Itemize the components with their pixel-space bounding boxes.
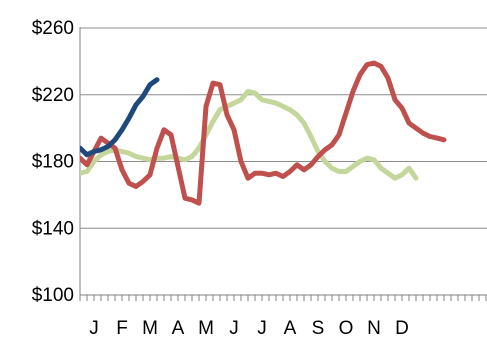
x-tick-label: D xyxy=(395,318,409,339)
x-tick-label: F xyxy=(116,318,128,339)
series-layer xyxy=(80,60,447,206)
grid-layer xyxy=(80,27,487,229)
series-line-3 xyxy=(80,77,160,158)
y-tick-label: $100 xyxy=(32,285,74,306)
y-tick-label: $180 xyxy=(32,152,74,173)
x-tick-label: A xyxy=(284,318,297,339)
y-tick-label: $220 xyxy=(32,85,74,106)
x-tick-label: J xyxy=(89,318,99,339)
x-tick-label: N xyxy=(367,318,381,339)
x-tick-label: S xyxy=(312,318,325,339)
x-tick-label: M xyxy=(198,318,214,339)
series-line-2 xyxy=(80,60,447,206)
x-tick-label: J xyxy=(229,318,239,339)
series-line-1 xyxy=(80,88,419,181)
y-tick-label: $260 xyxy=(32,18,74,39)
x-tick-label: J xyxy=(257,318,267,339)
axis-layer xyxy=(79,27,487,301)
x-tick-label: O xyxy=(339,318,354,339)
x-tick-label: M xyxy=(142,318,158,339)
x-tick-label: A xyxy=(172,318,185,339)
y-tick-label: $140 xyxy=(32,218,74,239)
